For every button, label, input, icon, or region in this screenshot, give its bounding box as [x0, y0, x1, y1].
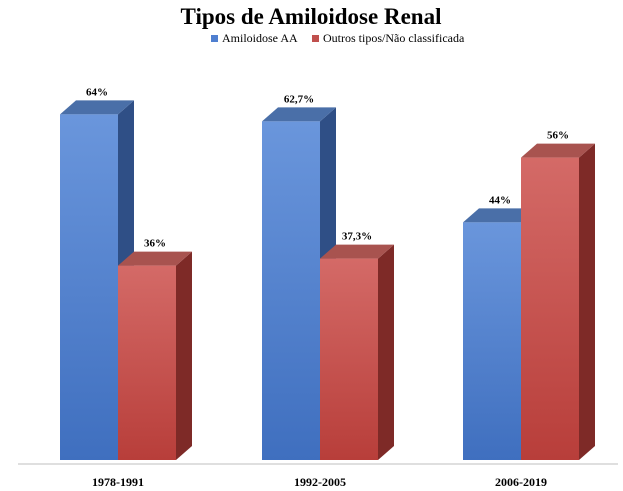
bar-outros-tipos-n-o-classificada-2006-2019-side — [579, 143, 595, 460]
legend: Amiloidose AA Outros tipos/Não classific… — [211, 31, 465, 45]
data-label-amiloidose-aa-1978-1991: 64% — [86, 86, 108, 98]
bar-amiloidose-aa-2006-2019-front — [463, 222, 521, 460]
data-label-outros-tipos-n-o-classificada-1992-2005: 37,3% — [342, 231, 372, 243]
legend-swatch-amiloidose-aa — [211, 35, 218, 42]
chart-title: Tipos de Amiloidose Renal — [181, 4, 442, 29]
bar-outros-tipos-n-o-classificada-1992-2005-front — [320, 258, 378, 460]
bar-outros-tipos-n-o-classificada-1992-2005-side — [378, 244, 394, 460]
bar-outros-tipos-n-o-classificada-1992-2005 — [320, 244, 394, 460]
legend-label-outros-tipos: Outros tipos/Não classificada — [323, 31, 465, 45]
data-label-outros-tipos-n-o-classificada-1978-1991: 36% — [144, 238, 166, 250]
bar-amiloidose-aa-1978-1991-top — [60, 100, 134, 115]
category-label-1978-1991: 1978-1991 — [92, 475, 144, 489]
bar-amiloidose-aa-1992-2005-front — [262, 121, 320, 461]
bars — [60, 100, 595, 461]
legend-swatch-outros-tipos — [312, 35, 319, 42]
category-label-1992-2005: 1992-2005 — [294, 475, 346, 489]
bar-outros-tipos-n-o-classificada-1978-1991 — [118, 251, 192, 460]
bar-outros-tipos-n-o-classificada-2006-2019-front — [521, 157, 579, 460]
bar-amiloidose-aa-1992-2005-top — [262, 107, 336, 122]
bar-amiloidose-aa-1978-1991-front — [60, 114, 118, 461]
legend-label-amiloidose-aa: Amiloidose AA — [222, 31, 298, 45]
bar-outros-tipos-n-o-classificada-2006-2019-top — [521, 143, 595, 158]
data-labels: 64% 36% 62,7% 37,3% 44% 56% — [86, 86, 569, 249]
category-labels: 1978-1991 1992-2005 2006-2019 — [92, 475, 547, 489]
bar-outros-tipos-n-o-classificada-1978-1991-front — [118, 265, 176, 460]
bar-outros-tipos-n-o-classificada-1978-1991-top — [118, 251, 192, 266]
bar-outros-tipos-n-o-classificada-1992-2005-top — [320, 244, 394, 259]
category-label-2006-2019: 2006-2019 — [495, 475, 547, 489]
bar-amiloidose-aa-2006-2019-top — [463, 208, 537, 223]
bar-outros-tipos-n-o-classificada-2006-2019 — [521, 143, 595, 460]
data-label-amiloidose-aa-2006-2019: 44% — [489, 194, 511, 206]
bar-outros-tipos-n-o-classificada-1978-1991-side — [176, 251, 192, 460]
data-label-amiloidose-aa-1992-2005: 62,7% — [284, 93, 314, 105]
data-label-outros-tipos-n-o-classificada-2006-2019: 56% — [547, 130, 569, 142]
